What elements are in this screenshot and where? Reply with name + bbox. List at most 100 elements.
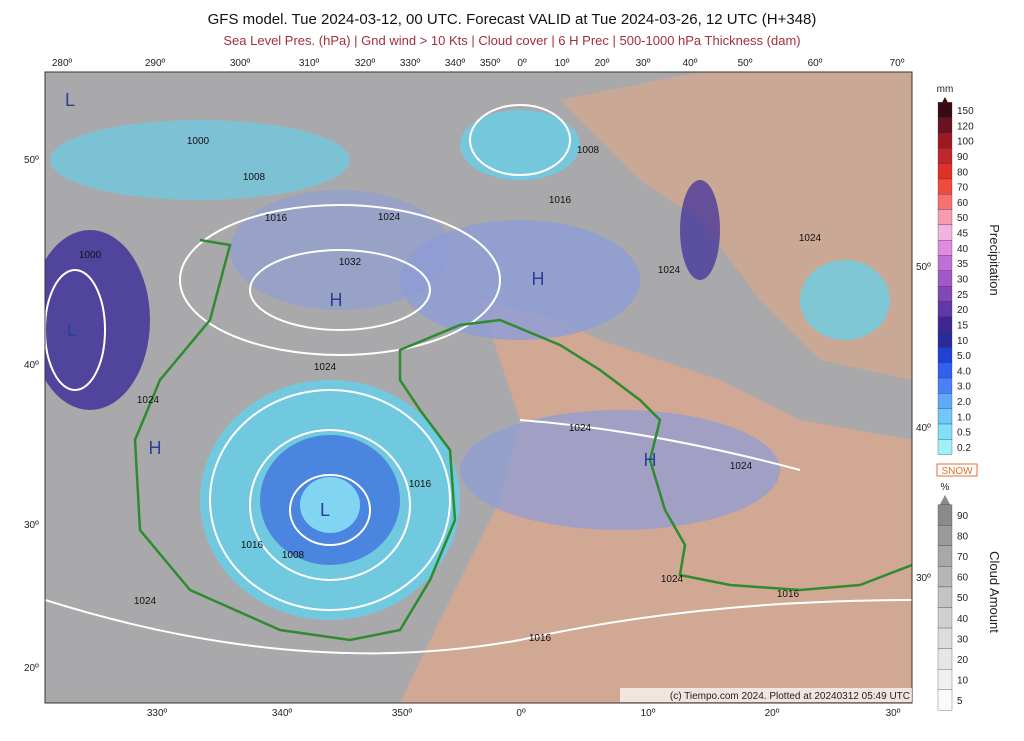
pressure-center: L	[320, 500, 330, 520]
precip-label: 0.5	[957, 428, 971, 439]
cloud-area	[400, 220, 640, 340]
isobar-label: 1008	[282, 550, 305, 561]
precip-swatch	[937, 316, 953, 333]
precip-swatch	[937, 224, 953, 241]
isobar-label: 1016	[265, 213, 288, 224]
precip-swatch	[937, 423, 953, 440]
cloud-label: 30	[957, 634, 969, 645]
left-lat-label: 20º	[24, 663, 39, 674]
top-lon-label: 20º	[595, 58, 610, 69]
precip-label: 60	[957, 198, 969, 209]
snow-box	[936, 463, 978, 477]
cloud-label: 90	[957, 511, 969, 522]
precip-swatch	[937, 301, 953, 317]
precip-unit: mm	[937, 84, 954, 95]
cloud-title: Cloud Amount	[987, 551, 1002, 633]
top-lon-label: 40º	[683, 58, 698, 69]
precip-swatch	[937, 286, 953, 302]
precip-label: 50	[957, 213, 969, 224]
precip-label: 100	[957, 137, 974, 148]
cloud-swatch	[937, 566, 953, 588]
precip-area	[45, 230, 150, 410]
precip-swatch	[937, 132, 953, 149]
precip-label: 35	[957, 259, 969, 270]
precip-label: 3.0	[957, 382, 971, 393]
isobar-label: 1016	[529, 633, 552, 644]
map: 280º 290º 300º 310º 320º 330º 340º 350º 0º 10º 20º…	[24, 58, 931, 719]
cloud-swatch	[937, 627, 953, 649]
precip-swatch	[937, 408, 953, 425]
top-lon-label: 280º	[52, 58, 73, 69]
top-lon-label: 330º	[400, 58, 421, 69]
cloud-unit: %	[941, 482, 950, 493]
left-lat-label: 40º	[24, 360, 39, 371]
top-lon-label: 70º	[890, 58, 905, 69]
precip-title: Precipitation	[987, 224, 1002, 296]
isobar-label: 1024	[799, 233, 822, 244]
isobar-label: 1024	[569, 423, 592, 434]
isobar-label: 1024	[314, 362, 337, 373]
right-lat-label: 30º	[916, 573, 931, 584]
precip-area	[50, 120, 350, 200]
top-lon-label: 290º	[145, 58, 166, 69]
precip-swatch	[937, 148, 953, 164]
thickness-contour	[133, 238, 912, 642]
isobar-label: 1016	[549, 195, 572, 206]
right-lat-label: 40º	[916, 423, 931, 434]
top-lon-label: 350º	[480, 58, 501, 69]
isobar-label: 1024	[134, 596, 157, 607]
credit: (c) Tiempo.com 2024. Plotted at 20240312…	[670, 691, 910, 702]
isobar-label: 1024	[378, 212, 401, 223]
isobar-label: 1024	[730, 461, 753, 472]
bottom-lon-label: 340º	[272, 708, 293, 719]
cloud-swatch	[937, 648, 953, 670]
bottom-lon-label: 330º	[147, 708, 168, 719]
isobar-label: 1016	[241, 540, 264, 551]
top-lon-label: 10º	[555, 58, 570, 69]
left-lat-label: 30º	[24, 520, 39, 531]
top-lon-label: 50º	[738, 58, 753, 69]
isobar-label: 1000	[187, 136, 210, 147]
cloud-label: 80	[957, 532, 969, 543]
isobar-label: 1008	[577, 145, 600, 156]
title: GFS model. Tue 2024-03-12, 00 UTC. Forec…	[208, 11, 817, 28]
precip-swatch	[937, 163, 953, 180]
precip-label: 40	[957, 244, 969, 255]
cloud-swatch	[937, 504, 953, 526]
cloud-label: 70	[957, 552, 969, 563]
pressure-center: L	[67, 320, 77, 340]
precip-swatch	[937, 117, 953, 134]
precip-swatch	[937, 178, 953, 195]
left-lat-label: 50º	[24, 155, 39, 166]
bottom-lon-label: 30º	[886, 708, 901, 719]
precip-swatch	[937, 393, 953, 409]
pressure-center: H	[149, 438, 162, 458]
top-lon-label: 320º	[355, 58, 376, 69]
cloud-area	[460, 410, 780, 530]
isobar-label: 1016	[777, 589, 800, 600]
cloud-label: 60	[957, 573, 969, 584]
cloud-swatch	[937, 607, 953, 629]
cloud-label: 40	[957, 614, 969, 625]
precip-swatch	[937, 270, 953, 287]
subtitle: Sea Level Pres. (hPa) | Gnd wind > 10 Kt…	[223, 33, 800, 48]
precip-label: 80	[957, 167, 969, 178]
precip-swatch	[937, 347, 953, 363]
pressure-center: H	[532, 269, 545, 289]
precip-label: 20	[957, 305, 969, 316]
isobar-label: 1016	[409, 479, 432, 490]
precip-area	[800, 260, 890, 340]
cloud-swatch	[937, 669, 953, 690]
bottom-lon-label: 20º	[765, 708, 780, 719]
precip-swatch	[937, 362, 953, 379]
bottom-lon-label: 10º	[641, 708, 656, 719]
right-lat-label: 50º	[916, 262, 931, 273]
precip-swatch	[937, 439, 953, 455]
precip-swatch	[937, 209, 953, 226]
precip-swatch	[937, 102, 953, 118]
isobar-label: 1024	[661, 574, 684, 585]
cloud-label: 5	[957, 696, 963, 707]
precip-label: 0.2	[957, 443, 971, 454]
